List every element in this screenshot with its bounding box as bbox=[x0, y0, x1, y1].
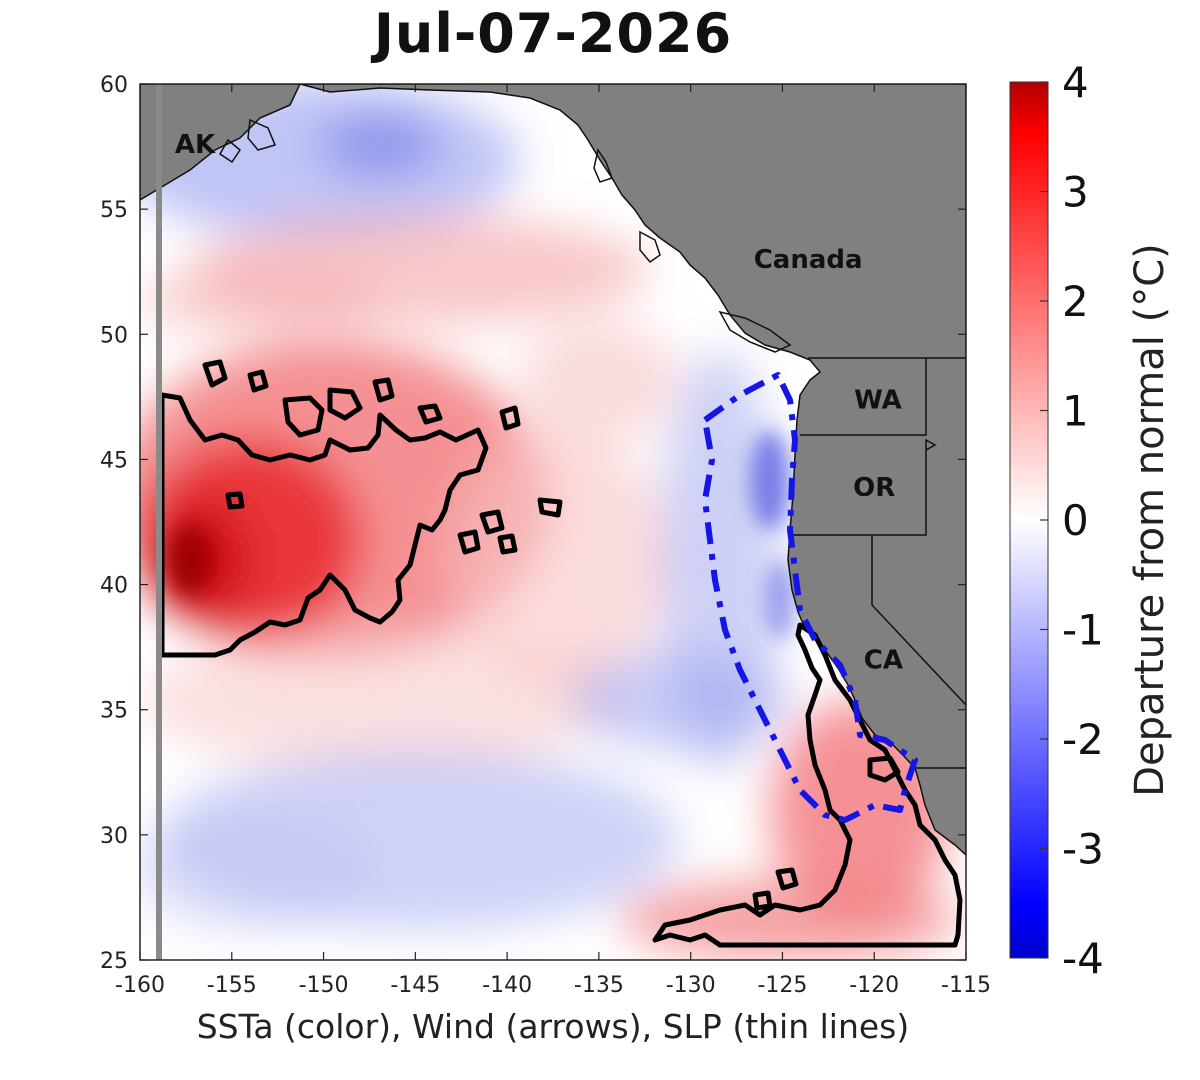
map-frame bbox=[139, 83, 967, 961]
offshore-heatwave-contour bbox=[372, 377, 395, 403]
colorbar-tick-label: 1 bbox=[1062, 387, 1089, 436]
colorbar-tick-label: -4 bbox=[1062, 934, 1104, 983]
y-axis: 25 30 35 40 45 50 55 60 bbox=[100, 73, 966, 974]
x-tick-label: -145 bbox=[390, 973, 440, 998]
colorbar-tick-label: -1 bbox=[1062, 606, 1104, 655]
colorbar-tick-label: 2 bbox=[1062, 277, 1089, 326]
sst-anomaly-field bbox=[140, 84, 960, 960]
region-labels: AK Canada WA OR CA bbox=[175, 130, 903, 676]
colorbar-tick-label: -3 bbox=[1062, 825, 1104, 874]
x-tick-label: -140 bbox=[482, 973, 532, 998]
coastal-heatwave-contour bbox=[775, 867, 799, 891]
region-label-ca: CA bbox=[864, 646, 903, 676]
offshore-heatwave-contour bbox=[479, 509, 505, 535]
y-tick-label: 50 bbox=[100, 323, 128, 348]
colorbar-ticks: 4 3 2 1 0 -1 -2 -3 -4 bbox=[1040, 58, 1104, 983]
land-masses bbox=[140, 84, 966, 857]
offshore-heatwave-contour bbox=[497, 533, 518, 555]
y-tick-label: 25 bbox=[100, 949, 128, 974]
state-borders bbox=[790, 357, 966, 769]
map-panel: AK Canada WA OR CA bbox=[139, 83, 967, 961]
offshore-heatwave-contour bbox=[537, 497, 563, 518]
offshore-heatwave-contour bbox=[457, 529, 481, 555]
coastal-heatwave-contour bbox=[752, 890, 773, 911]
y-tick-label: 40 bbox=[100, 574, 128, 599]
heatwave-contours bbox=[159, 359, 963, 948]
x-axis-label: SSTa (color), Wind (arrows), SLP (thin l… bbox=[197, 1007, 910, 1046]
offshore-heatwave-contour bbox=[417, 403, 443, 425]
x-tick-label: -120 bbox=[849, 973, 899, 998]
x-tick-label: -150 bbox=[299, 973, 349, 998]
offshore-heatwave-contour bbox=[327, 387, 363, 421]
region-label-canada: Canada bbox=[754, 245, 863, 275]
x-tick-label: -135 bbox=[574, 973, 624, 998]
coastal-heatwave-contour bbox=[867, 755, 901, 783]
colorbar-tick-label: 3 bbox=[1062, 168, 1089, 217]
region-label-wa: WA bbox=[854, 385, 902, 415]
x-tick-label: -125 bbox=[757, 973, 807, 998]
x-tick-label: -155 bbox=[207, 973, 257, 998]
colorbar-tick-label: 4 bbox=[1062, 58, 1089, 107]
colorbar-tick-label: -2 bbox=[1062, 715, 1104, 764]
y-tick-label: 60 bbox=[100, 73, 128, 98]
offshore-heatwave-contour bbox=[282, 395, 325, 438]
alaska-land bbox=[140, 84, 301, 201]
coastal-cold-anomaly-contour bbox=[702, 372, 918, 823]
offshore-heatwave-contour bbox=[202, 359, 228, 388]
x-tick-label: -160 bbox=[115, 973, 165, 998]
map-title: Jul-07-2026 bbox=[373, 2, 733, 65]
y-tick-label: 55 bbox=[100, 198, 128, 223]
y-tick-label: 35 bbox=[100, 699, 128, 724]
y-tick-label: 45 bbox=[100, 448, 128, 473]
colorbar-label: Departure from normal (°C) bbox=[1127, 243, 1173, 797]
region-label-or: OR bbox=[853, 473, 895, 503]
offshore-heatwave-contour bbox=[247, 369, 269, 393]
data-boundary-strip bbox=[156, 84, 162, 960]
offshore-heatwave-contour bbox=[159, 392, 489, 658]
x-axis: -160 -155 -150 -145 -140 -135 -130 -125 -120 -115 bbox=[115, 84, 991, 998]
x-tick-label: -115 bbox=[941, 973, 991, 998]
y-tick-label: 30 bbox=[100, 824, 128, 849]
offshore-heatwave-contour bbox=[225, 491, 245, 510]
offshore-heatwave-contour bbox=[499, 405, 521, 431]
x-tick-label: -130 bbox=[666, 973, 716, 998]
region-label-ak: AK bbox=[175, 130, 216, 160]
colorbar: 4 3 2 1 0 -1 -2 -3 -4 Departure from normal (°C) bbox=[1009, 58, 1173, 983]
coastline-islands bbox=[219, 118, 792, 353]
north-america-land bbox=[299, 84, 966, 857]
colorbar-tick-label: 0 bbox=[1062, 496, 1089, 545]
